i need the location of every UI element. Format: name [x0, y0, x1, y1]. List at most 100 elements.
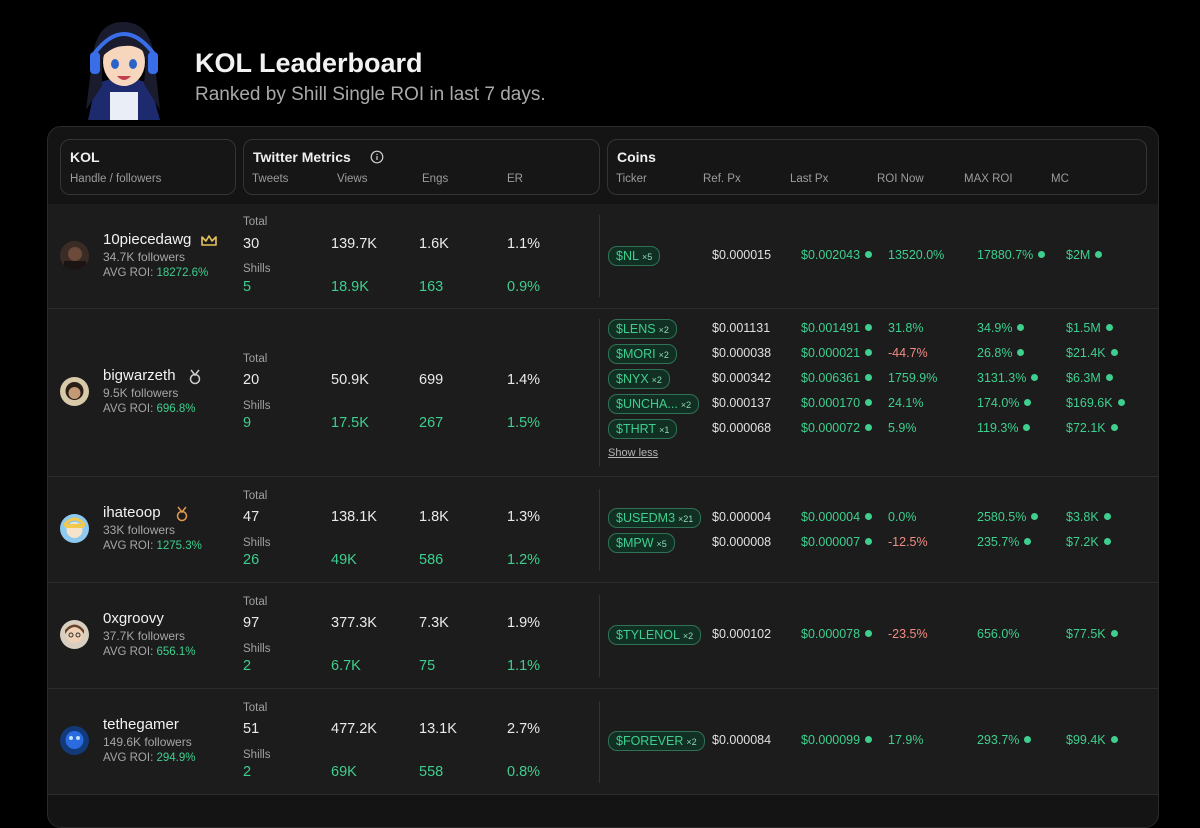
ticker-pill[interactable]: $LENS ×2 [608, 319, 677, 339]
live-dot-icon [1024, 736, 1032, 743]
ticker-multiplier: ×2 [686, 737, 697, 747]
live-dot-icon [1023, 424, 1031, 431]
ref-px: $0.000137 [712, 396, 772, 410]
live-dot-icon [1105, 324, 1113, 331]
ticker-pill[interactable]: $TYLENOL ×2 [608, 625, 702, 645]
max-roi-value: 34.9% [977, 321, 1013, 335]
live-dot-icon [1031, 374, 1039, 381]
live-dot-icon [865, 630, 873, 637]
avg-roi-value: 696.8% [156, 403, 196, 415]
avg-roi-value: 294.9% [156, 752, 196, 764]
kol-row[interactable]: 0xgroovy 37.7K followers AVG ROI: 656.1%… [48, 583, 1158, 688]
ticker-pill[interactable]: $NL ×5 [608, 246, 661, 266]
market-cap: $3.8K [1066, 510, 1111, 524]
ticker-multiplier: ×2 [680, 400, 692, 410]
live-dot-icon [1110, 349, 1118, 356]
ticker-multiplier: ×5 [641, 252, 653, 262]
kol-followers: 34.7K followers [103, 250, 186, 264]
max-roi: 119.3% [977, 421, 1031, 435]
kol-handle[interactable]: 0xgroovy [103, 610, 164, 627]
max-roi-value: 17880.7% [977, 248, 1034, 262]
max-roi-value: 174.0% [977, 396, 1020, 410]
avg-roi-label: AVG ROI: [103, 752, 154, 764]
ticker-multiplier: ×2 [651, 375, 662, 385]
kol-avg-roi: AVG ROI: 696.8% [103, 403, 196, 415]
last-px: $0.000007 [801, 535, 873, 549]
live-dot-icon [1024, 399, 1032, 406]
kol-row[interactable]: tethegamer 149.6K followers AVG ROI: 294… [48, 689, 1158, 794]
crown-icon [201, 235, 217, 246]
total-views: 477.2K [331, 721, 377, 737]
shills-engs: 75 [419, 658, 436, 674]
kol-avg-roi: AVG ROI: 656.1% [103, 646, 196, 658]
kol-row[interactable]: 10piecedawg 34.7K followers AVG ROI: 182… [48, 204, 1158, 308]
page-title: KOL Leaderboard [195, 48, 423, 78]
market-cap-value: $7.2K [1066, 535, 1099, 549]
shills-er: 0.9% [507, 279, 541, 295]
ticker-pill[interactable]: $MPW ×5 [608, 533, 675, 553]
kol-handle[interactable]: bigwarzeth [103, 367, 176, 384]
live-dot-icon [1110, 424, 1118, 431]
max-roi: 3131.3% [977, 371, 1039, 385]
last-px: $0.006361 [801, 371, 873, 385]
ticker-symbol: $USEDM3 [616, 511, 676, 525]
kol-handle[interactable]: 10piecedawg [103, 231, 192, 248]
ticker-pill[interactable]: $USEDM3 ×21 [608, 508, 702, 528]
show-less-link[interactable]: Show less [608, 447, 659, 459]
total-engs: 1.6K [419, 236, 449, 252]
leaderboard-mascot-avatar [68, 14, 178, 120]
col-last-px: Last Px [790, 173, 829, 185]
live-dot-icon [865, 399, 873, 406]
kol-handle[interactable]: ihateoop [103, 504, 161, 521]
ref-px: $0.000008 [712, 535, 772, 549]
live-dot-icon [1110, 736, 1118, 743]
silver-medal-icon [189, 369, 201, 385]
ticker-symbol: $NYX [616, 372, 649, 386]
kol-row[interactable]: bigwarzeth 9.5K followers AVG ROI: 696.8… [48, 309, 1158, 476]
ticker-pill[interactable]: $THRT ×1 [608, 419, 678, 439]
max-roi: 2580.5% [977, 510, 1039, 524]
live-dot-icon [865, 251, 873, 258]
column-divider [599, 215, 600, 297]
max-roi-value: 119.3% [977, 421, 1019, 435]
roi-now: 1759.9% [888, 371, 938, 385]
ticker-symbol: $FOREVER [616, 734, 684, 748]
col-views: Views [337, 173, 368, 185]
shills-engs: 586 [419, 552, 444, 568]
ref-px: $0.000342 [712, 371, 772, 385]
market-cap: $7.2K [1066, 535, 1111, 549]
last-px: $0.000004 [801, 510, 873, 524]
avatar [60, 620, 89, 649]
roi-now: -44.7% [888, 346, 928, 360]
total-er: 1.3% [507, 509, 541, 525]
ticker-pill[interactable]: $FOREVER ×2 [608, 731, 705, 751]
kol-row[interactable]: ihateoop 33K followers AVG ROI: 1275.3% … [48, 477, 1158, 582]
last-px-value: $0.006361 [801, 371, 861, 385]
avg-roi-value: 656.1% [156, 646, 196, 658]
last-px-value: $0.000004 [801, 510, 861, 524]
ticker-pill[interactable]: $MORI ×2 [608, 344, 677, 364]
total-er: 1.9% [507, 615, 541, 631]
kol-handle[interactable]: tethegamer [103, 716, 179, 733]
roi-now: 5.9% [888, 421, 917, 435]
avatar [60, 377, 89, 406]
shills-views: 69K [331, 764, 357, 780]
ticker-pill[interactable]: $NYX ×2 [608, 369, 670, 389]
market-cap-value: $99.4K [1066, 733, 1106, 747]
avatar [60, 726, 89, 755]
avg-roi-label: AVG ROI: [103, 540, 154, 552]
shills-er: 1.1% [507, 658, 541, 674]
roi-now: 17.9% [888, 733, 924, 747]
col-max-roi: MAX ROI [964, 173, 1013, 185]
column-divider [599, 701, 600, 783]
last-px-value: $0.000099 [801, 733, 861, 747]
info-icon[interactable] [370, 150, 384, 164]
live-dot-icon [1103, 513, 1111, 520]
market-cap-value: $3.8K [1066, 510, 1099, 524]
total-tweets: 30 [243, 236, 260, 252]
coins-title: Coins [617, 149, 656, 165]
total-er: 2.7% [507, 721, 541, 737]
ticker-multiplier: ×2 [682, 631, 694, 641]
last-px-value: $0.000072 [801, 421, 861, 435]
ticker-pill[interactable]: $UNCHA... ×2 [608, 394, 700, 414]
